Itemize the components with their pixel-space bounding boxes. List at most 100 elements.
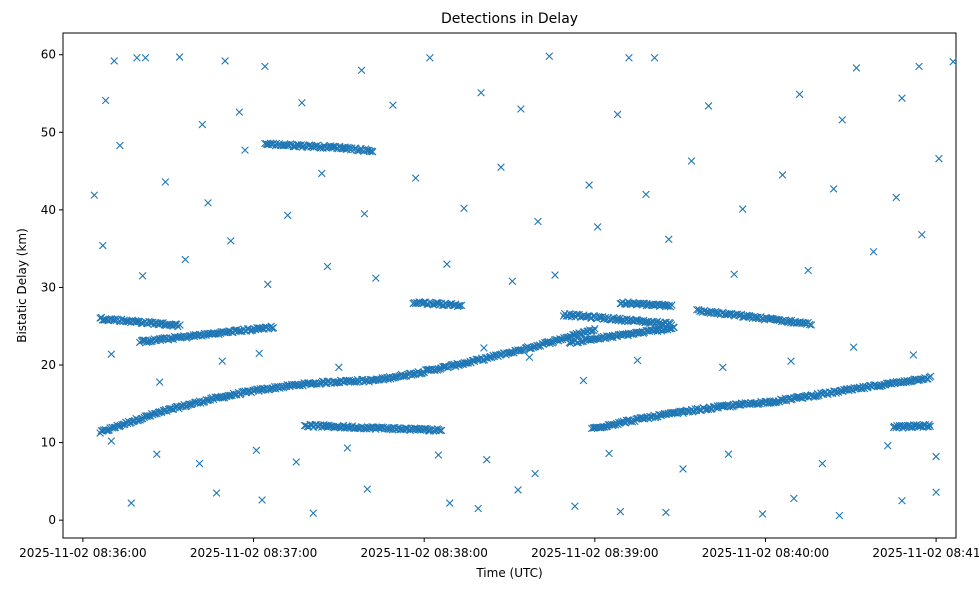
- data-point: [116, 141, 124, 150]
- data-point: [90, 191, 99, 199]
- data-point: [514, 486, 522, 494]
- data-point-stroke: [254, 385, 262, 394]
- data-point: [107, 350, 116, 358]
- data-point: [590, 326, 598, 335]
- data-point-stroke: [784, 394, 793, 403]
- data-point-stroke: [204, 199, 212, 207]
- data-point-stroke: [525, 353, 534, 362]
- data-point-stroke: [533, 341, 541, 350]
- data-point-stroke: [447, 361, 456, 369]
- data-point: [443, 260, 451, 268]
- data-point: [775, 316, 784, 325]
- data-point-stroke: [227, 237, 235, 245]
- data-point: [195, 459, 204, 468]
- data-point: [585, 181, 593, 189]
- data-point: [445, 499, 454, 507]
- data-point-stroke: [159, 406, 168, 415]
- data-point-stroke: [108, 424, 117, 432]
- data-point: [186, 400, 195, 409]
- data-point-stroke: [702, 308, 711, 316]
- data-point-stroke: [838, 116, 847, 124]
- data-point: [738, 205, 747, 213]
- data-point-stroke: [787, 357, 795, 365]
- data-point-stroke: [616, 507, 625, 516]
- data-point: [807, 321, 816, 329]
- data-point-stroke: [319, 144, 327, 152]
- y-tick-label: 0: [48, 513, 56, 527]
- data-point: [292, 458, 300, 466]
- data-point-stroke: [918, 230, 926, 239]
- data-point: [906, 377, 914, 386]
- data-point: [457, 301, 466, 310]
- data-point-stroke: [221, 57, 229, 65]
- data-point: [436, 426, 444, 435]
- data-point-stroke: [368, 376, 377, 385]
- data-point-stroke: [949, 57, 957, 66]
- data-point: [730, 270, 738, 279]
- data-point-stroke: [630, 299, 638, 308]
- data-point: [368, 147, 377, 156]
- data-point-stroke: [653, 317, 662, 326]
- data-point-stroke: [309, 509, 318, 517]
- data-point-stroke: [794, 319, 802, 327]
- data-point: [926, 422, 934, 431]
- data-point-stroke: [335, 363, 343, 372]
- data-point: [107, 437, 116, 445]
- x-axis: 2025-11-02 08:36:00 2025-11-02 08:37:00 20…: [19, 538, 979, 560]
- data-point-stroke: [399, 372, 407, 380]
- data-point-stroke: [363, 485, 372, 493]
- data-point-stroke: [372, 423, 381, 432]
- data-point: [517, 346, 525, 354]
- data-point-stroke: [173, 320, 181, 329]
- data-point-stroke: [127, 499, 136, 507]
- data-point-stroke: [898, 496, 906, 505]
- data-point-stroke: [436, 426, 444, 435]
- data-point: [456, 301, 464, 310]
- data-point-stroke: [573, 311, 582, 319]
- data-point-stroke: [366, 147, 374, 156]
- data-point: [898, 496, 906, 505]
- data-point: [146, 412, 155, 420]
- data-point: [235, 108, 244, 116]
- data-point: [668, 301, 676, 309]
- data-point: [591, 324, 599, 333]
- data-point: [366, 147, 374, 156]
- data-point-stroke: [225, 327, 233, 335]
- data-point-stroke: [531, 469, 539, 478]
- data-point-stroke: [116, 141, 124, 150]
- data-point-stroke: [309, 379, 318, 388]
- data-point-stroke: [323, 262, 332, 271]
- data-point-stroke: [167, 404, 175, 413]
- data-point-stroke: [181, 255, 190, 264]
- data-point: [227, 237, 235, 245]
- data-point: [497, 163, 505, 171]
- data-point-stroke: [658, 300, 667, 309]
- y-tick-label: 50: [41, 125, 56, 139]
- data-point: [616, 507, 625, 516]
- data-point-stroke: [437, 426, 446, 435]
- data-point: [138, 336, 147, 344]
- data-point-stroke: [858, 384, 866, 393]
- data-point: [329, 142, 337, 151]
- data-point-stroke: [396, 425, 404, 434]
- data-point-stroke: [198, 120, 207, 129]
- data-point-stroke: [426, 54, 434, 62]
- data-point: [725, 309, 734, 318]
- data-point-stroke: [310, 142, 319, 150]
- data-point-stroke: [778, 171, 787, 179]
- data-point: [790, 494, 798, 503]
- data-point-stroke: [662, 301, 671, 310]
- data-point-stroke: [256, 324, 265, 333]
- data-point-stroke: [926, 422, 934, 431]
- data-point-stroke: [138, 272, 147, 280]
- data-point-stroke: [423, 366, 432, 374]
- data-point-stroke: [156, 319, 164, 327]
- data-point: [474, 504, 483, 513]
- data-point: [420, 424, 429, 433]
- data-point-stroke: [161, 178, 170, 186]
- data-point: [447, 361, 456, 369]
- data-point: [924, 422, 933, 431]
- data-point-stroke: [497, 350, 506, 358]
- data-point: [434, 451, 443, 459]
- data-point: [804, 266, 812, 275]
